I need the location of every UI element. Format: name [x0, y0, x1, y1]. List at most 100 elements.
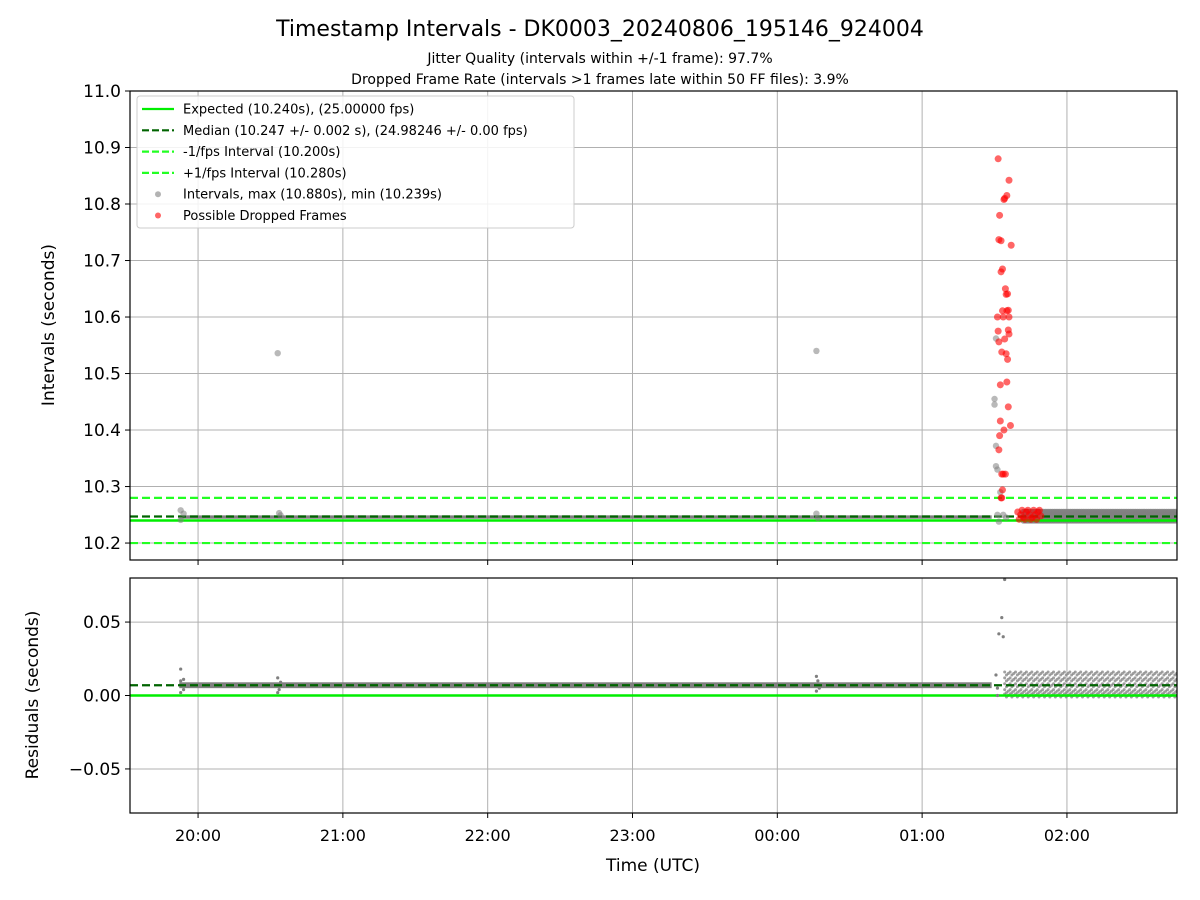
dropped-frame-point [1004, 403, 1012, 411]
interval-point [995, 518, 1003, 525]
interval-point [1128, 670, 1132, 674]
interval-point [1073, 682, 1077, 686]
interval-point [1095, 676, 1099, 680]
residual-point [277, 688, 281, 692]
interval-point [1046, 688, 1050, 692]
interval-point [1062, 670, 1066, 674]
intervals-panel: 10.2 10.3 10.4 10.5 10.6 10.7 10.8 10.9 11.0 [83, 82, 1178, 565]
y-tick-label: 10.2 [83, 534, 121, 554]
interval-point [1008, 676, 1012, 680]
dropped-frame-point [1001, 335, 1009, 343]
dropped-frame-point [995, 338, 1003, 346]
interval-point [1008, 688, 1012, 692]
residual-point [179, 667, 183, 671]
interval-point [1003, 688, 1007, 692]
residual-point [1003, 578, 1007, 582]
residual-point [814, 674, 819, 679]
legend-entry: Possible Dropped Frames [183, 209, 347, 224]
interval-point [1122, 670, 1126, 674]
y-tick-label: 10.5 [83, 365, 121, 385]
interval-point [1166, 688, 1170, 692]
dropped-frame-point [993, 313, 1001, 321]
interval-point [1095, 670, 1099, 674]
dropped-frame-point [1005, 313, 1013, 321]
dropped-frame-point [999, 307, 1006, 315]
residuals-y-axis-label: Residuals (seconds) [23, 611, 43, 780]
plot-area [130, 578, 1177, 699]
residual-point [816, 679, 820, 683]
dropped-frame-point [1035, 506, 1043, 514]
interval-point [1035, 688, 1039, 692]
dropped-frame-point [1003, 378, 1011, 386]
y-tick-label: 10.4 [83, 421, 121, 441]
residual-point [1001, 635, 1005, 639]
interval-point [1149, 670, 1153, 674]
interval-point [1046, 670, 1050, 674]
interval-point [1079, 670, 1083, 674]
interval-point [1079, 688, 1083, 692]
interval-point [1024, 670, 1028, 674]
x-tick-label: 02:00 [1044, 826, 1090, 845]
interval-point [1030, 688, 1034, 692]
interval-point [1160, 688, 1164, 692]
legend-dot-marker [155, 191, 161, 198]
intervals-y-axis-label: Intervals (seconds) [39, 244, 59, 406]
interval-point [813, 347, 820, 355]
residual-point [181, 688, 186, 692]
interval-point [1014, 688, 1018, 692]
residual-point [276, 676, 280, 680]
interval-point [1155, 688, 1159, 692]
dropped-frame-point [994, 327, 1002, 335]
interval-point [1149, 676, 1153, 680]
dropped-frame-point [1002, 350, 1010, 358]
interval-point [1138, 688, 1142, 692]
interval-point [1003, 676, 1007, 680]
interval-point [1084, 688, 1088, 692]
plot-frame [129, 577, 1178, 814]
dropped-frame-point [997, 237, 1005, 245]
interval-point [1041, 676, 1045, 680]
y-tick-label: −0.05 [69, 760, 121, 780]
interval-point [991, 395, 998, 403]
residual-point [814, 689, 819, 693]
interval-point [1052, 688, 1056, 692]
interval-point [1171, 676, 1175, 680]
interval-point [1100, 688, 1104, 692]
interval-point [1057, 670, 1061, 674]
interval-point [1002, 514, 1010, 521]
interval-point [1019, 670, 1023, 674]
residual-point [995, 686, 1000, 690]
interval-point [1128, 688, 1132, 692]
interval-point [1068, 670, 1072, 674]
interval-point [1084, 676, 1088, 680]
interval-point [1019, 676, 1023, 680]
interval-point [1019, 688, 1023, 692]
interval-point [1166, 670, 1170, 674]
interval-point [1035, 670, 1039, 674]
interval-point [1068, 676, 1072, 680]
interval-point [1014, 676, 1018, 680]
interval-point [1155, 670, 1159, 674]
legend-entry: -1/fps Interval (10.200s) [183, 145, 340, 160]
dropped-frame-point [1000, 426, 1008, 434]
interval-point [177, 516, 184, 524]
dropped-frame-point [996, 381, 1004, 389]
interval-point [1171, 688, 1175, 692]
y-tick-label: 10.8 [83, 195, 121, 215]
residual-point [1000, 616, 1004, 620]
interval-point [1111, 670, 1115, 674]
interval-point [1062, 676, 1066, 680]
dropped-frame-point [996, 417, 1004, 425]
residual-point [995, 693, 1000, 698]
interval-point [1003, 670, 1007, 674]
x-tick-label: 23:00 [609, 826, 655, 845]
interval-point [1117, 670, 1121, 674]
legend-box [136, 95, 575, 229]
interval-point [1111, 688, 1115, 692]
plot-frame [129, 90, 1178, 561]
dropped-frame-point [998, 494, 1006, 502]
x-tick-label: 21:00 [320, 826, 366, 845]
interval-point [1117, 688, 1121, 692]
dropped-frame-point [996, 211, 1004, 219]
